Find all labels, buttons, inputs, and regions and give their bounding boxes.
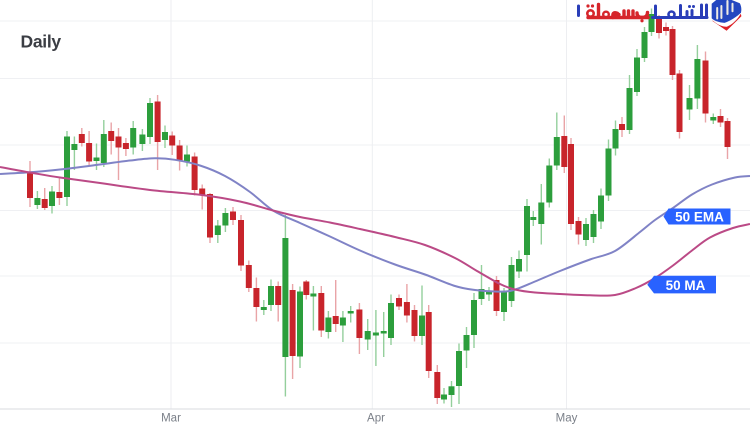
svg-text:50 MA: 50 MA [666, 278, 706, 293]
svg-text:Daily: Daily [21, 31, 62, 51]
svg-text:50 EMA: 50 EMA [675, 210, 724, 225]
svg-text:May: May [556, 413, 578, 425]
svg-text:Apr: Apr [367, 413, 385, 425]
svg-text:Mar: Mar [161, 413, 181, 425]
